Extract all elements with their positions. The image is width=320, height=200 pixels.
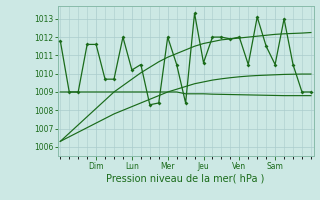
X-axis label: Pression niveau de la mer( hPa ): Pression niveau de la mer( hPa ) bbox=[107, 173, 265, 183]
